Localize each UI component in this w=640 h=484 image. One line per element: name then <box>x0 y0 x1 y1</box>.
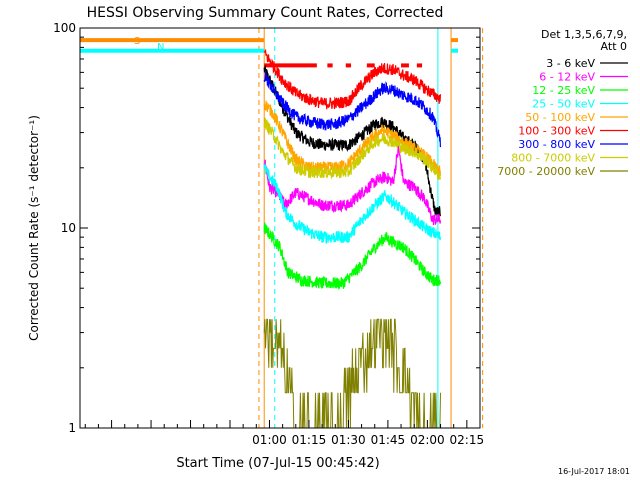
y-tick-label-1: 1 <box>68 421 76 435</box>
chart-title: HESSI Observing Summary Count Rates, Cor… <box>87 5 444 21</box>
series-line-100-300-kev <box>263 49 441 110</box>
x-tick-label-01-45: 01:45 <box>371 433 406 447</box>
series-line-12-25-kev <box>263 221 441 291</box>
series-line-800-7000-kev <box>263 117 441 180</box>
series-line-25-50-kev <box>263 162 441 244</box>
legend-label-12-25-kev: 12 - 25 keV <box>532 84 595 97</box>
x-tick-label-02-00: 02:00 <box>410 433 445 447</box>
legend-label-3-6-kev: 3 - 6 keV <box>546 57 595 70</box>
footer-timestamp: 16-Jul-2017 18:01 <box>558 467 630 476</box>
segment-bar-label-n: N <box>157 42 164 53</box>
legend-title-line-1: Att 0 <box>601 40 627 53</box>
y-tick-label-10: 10 <box>61 221 76 235</box>
series-line-6-12-kev <box>263 145 441 226</box>
x-axis-label: Start Time (07-Jul-15 00:45:42) <box>176 456 379 471</box>
legend-label-100-300-kev: 100 - 300 keV <box>518 125 595 138</box>
series-lines <box>263 49 441 429</box>
legend-label-50-100-kev: 50 - 100 keV <box>525 111 595 124</box>
y-axis-label: Corrected Count Rate (s⁻¹ detector⁻¹) <box>27 115 41 341</box>
series-line-7000-20000-kev <box>263 318 441 429</box>
legend-title-line-0: Det 1,3,5,6,7,9, <box>541 28 627 41</box>
legend-label-300-800-kev: 300 - 800 keV <box>518 138 595 151</box>
y-tick-label-100: 100 <box>53 21 76 35</box>
y-axis: 1 10 100 <box>53 21 480 435</box>
series-line-50-100-kev <box>263 100 441 176</box>
legend-label-800-7000-kev: 800 - 7000 keV <box>511 152 595 165</box>
legend-label-25-50-kev: 25 - 50 keV <box>532 98 595 111</box>
x-tick-label-01-00: 01:00 <box>252 433 287 447</box>
x-tick-label-02-15: 02:15 <box>450 433 485 447</box>
x-axis: 01:00 01:15 01:30 01:45 02:00 02:15 <box>84 420 485 447</box>
segment-bar-label-s: S <box>134 36 140 47</box>
legend-label-6-12-kev: 6 - 12 keV <box>539 71 595 84</box>
x-tick-label-01-30: 01:30 <box>331 433 366 447</box>
legend-label-7000-20000-kev: 7000 - 20000 keV <box>497 165 595 178</box>
series-line-300-800-kev <box>263 71 441 148</box>
x-tick-label-01-15: 01:15 <box>292 433 327 447</box>
